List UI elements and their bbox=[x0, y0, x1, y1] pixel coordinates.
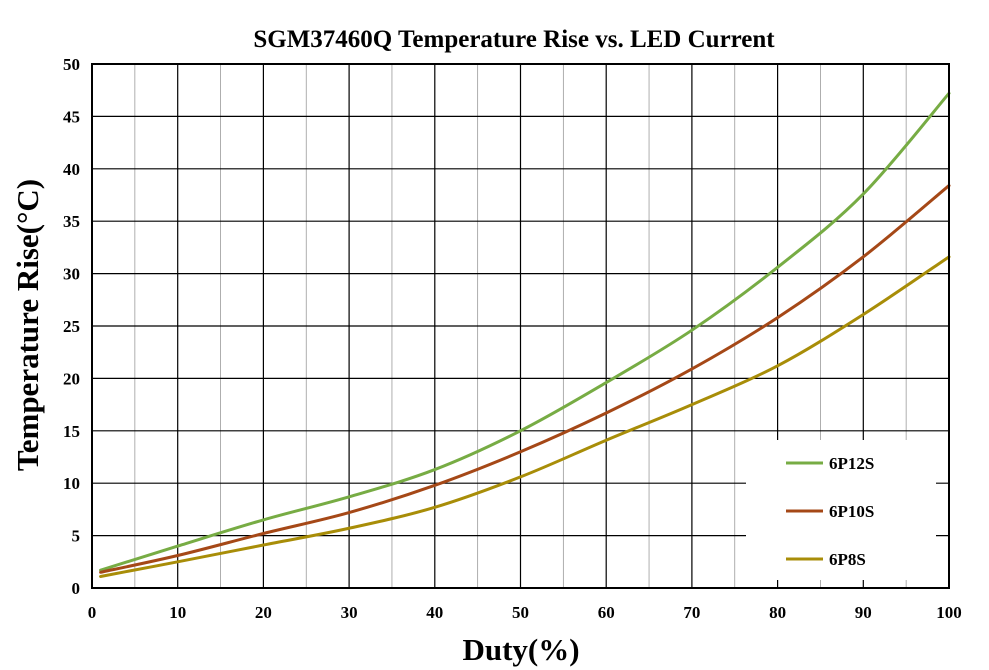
y-tick-label: 0 bbox=[72, 579, 81, 598]
series-layer bbox=[99, 91, 951, 578]
x-tick-label: 20 bbox=[255, 603, 272, 622]
x-tick-label: 80 bbox=[769, 603, 786, 622]
legend-label-6p8s: 6P8S bbox=[829, 550, 866, 569]
y-ticks: 0 5 10 15 20 25 30 35 40 45 50 bbox=[63, 55, 80, 598]
legend-label-6p12s: 6P12S bbox=[829, 454, 874, 473]
legend-label-6p10s: 6P10S bbox=[829, 502, 874, 521]
series-line-6p12s bbox=[99, 91, 951, 572]
x-tick-label: 10 bbox=[169, 603, 186, 622]
y-tick-label: 35 bbox=[63, 212, 80, 231]
y-tick-label: 20 bbox=[63, 369, 80, 388]
plot-frame bbox=[91, 63, 950, 589]
x-tick-label: 50 bbox=[512, 603, 529, 622]
y-tick-label: 50 bbox=[63, 55, 80, 74]
y-tick-label: 30 bbox=[63, 265, 80, 284]
x-tick-label: 60 bbox=[598, 603, 615, 622]
legend-box bbox=[746, 440, 936, 580]
x-axis-label: Duty(%) bbox=[462, 632, 579, 667]
x-tick-label: 0 bbox=[88, 603, 97, 622]
x-ticks: 0 10 20 30 40 50 60 70 80 90 100 bbox=[88, 603, 962, 622]
y-tick-label: 10 bbox=[63, 474, 80, 493]
legend: 6P12S 6P10S 6P8S bbox=[746, 440, 936, 580]
x-tick-label: 90 bbox=[855, 603, 872, 622]
series-line-6p10s bbox=[99, 184, 951, 574]
y-tick-label: 45 bbox=[63, 107, 80, 126]
x-tick-label: 100 bbox=[936, 603, 962, 622]
series-line-6p8s bbox=[99, 255, 951, 578]
chart-title: SGM37460Q Temperature Rise vs. LED Curre… bbox=[253, 26, 775, 53]
x-tick-label: 30 bbox=[341, 603, 358, 622]
y-tick-label: 15 bbox=[63, 422, 80, 441]
x-tick-label: 70 bbox=[683, 603, 700, 622]
y-tick-label: 40 bbox=[63, 160, 80, 179]
y-axis-label: Temperature Rise(°C) bbox=[10, 179, 45, 471]
x-tick-label: 40 bbox=[426, 603, 443, 622]
y-tick-label: 25 bbox=[63, 317, 80, 336]
y-tick-label: 5 bbox=[72, 527, 81, 546]
